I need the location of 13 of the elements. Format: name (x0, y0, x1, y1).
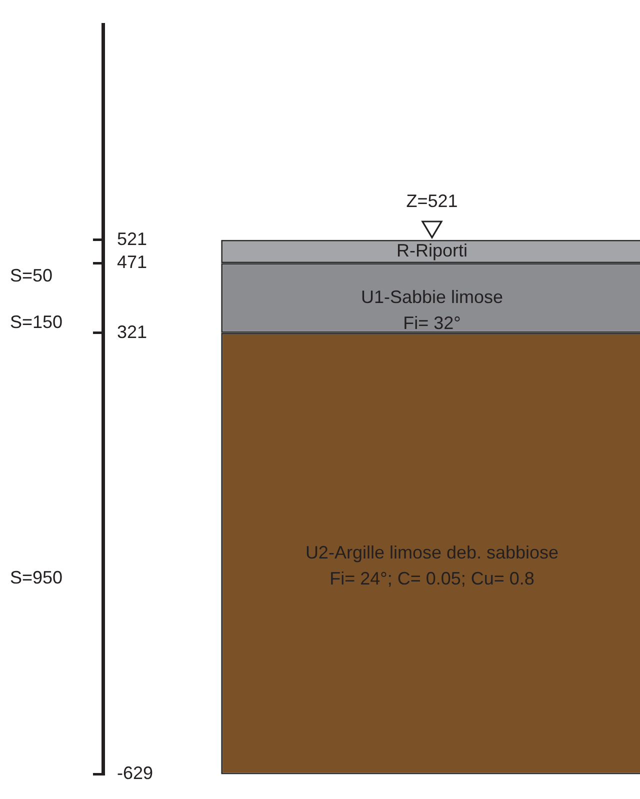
annotation: S=50 (10, 265, 53, 286)
annotation: Fi= 24°; C= 0.05; Cu= 0.8 (330, 568, 534, 588)
annotation: Z=521 (406, 190, 458, 211)
annotation: Fi= 32° (403, 312, 461, 333)
annotation: S=950 (10, 567, 63, 588)
y-tick-label: 521 (117, 228, 148, 249)
y-tick-label: 321 (117, 322, 148, 342)
series-label: U1-Sabbie limose (360, 286, 504, 307)
y-tick-label: 471 (117, 252, 148, 272)
y-tick-label: -629 (117, 763, 154, 784)
series-label: R-Riporti (396, 240, 468, 260)
series-label: U2-Argille limose deb. sabbiose (305, 542, 559, 562)
annotation: S=150 (10, 312, 63, 332)
